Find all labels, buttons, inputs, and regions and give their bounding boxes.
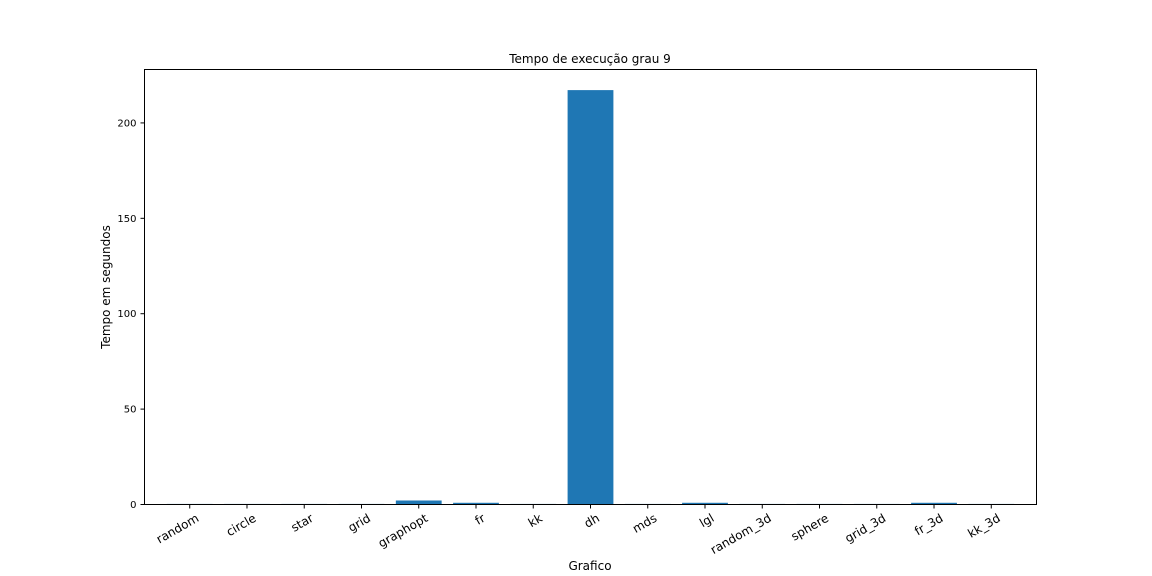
bar-graphopt — [395, 500, 442, 505]
y-axis-label: Tempo em segundos — [99, 225, 113, 350]
plot-frame — [144, 69, 1037, 505]
x-tick-label: mds — [630, 511, 659, 536]
y-tick-label: 50 — [124, 405, 137, 416]
bar-fr — [453, 502, 499, 505]
x-axis-label: Grafico — [568, 559, 611, 573]
y-tick-label: 0 — [130, 500, 136, 511]
y-tick-label: 200 — [117, 118, 136, 129]
x-tick-label: star — [289, 511, 316, 535]
y-tick-label: 150 — [117, 214, 136, 225]
x-tick-label: random — [154, 511, 201, 546]
x-tick-label: grid_3d — [842, 511, 888, 546]
y-tick-label: 100 — [117, 309, 136, 320]
x-tick-label: fr_3d — [912, 511, 945, 538]
x-tick-label: sphere — [789, 511, 831, 544]
x-tick-label: fr — [473, 511, 488, 528]
x-axis-ticks: random circle star grid graphopt fr kk dh mds lgl… — [154, 504, 1003, 557]
x-tick-label: kk — [526, 511, 545, 530]
x-tick-label: dh — [582, 511, 602, 531]
y-axis-ticks: 0 50 100 150 200 — [117, 118, 145, 511]
chart-title: Tempo de execução grau 9 — [508, 52, 671, 66]
bar-lgl — [682, 502, 728, 505]
bar-fr_3d — [911, 502, 957, 505]
x-tick-label: grid — [346, 511, 373, 535]
x-tick-label: graphopt — [376, 511, 431, 551]
x-tick-label: random_3d — [708, 511, 774, 557]
x-tick-label: circle — [224, 511, 259, 539]
bar-dh — [567, 90, 614, 505]
x-tick-label: kk_3d — [965, 511, 1002, 541]
bars-group — [166, 90, 1015, 505]
x-tick-label: lgl — [697, 511, 716, 530]
